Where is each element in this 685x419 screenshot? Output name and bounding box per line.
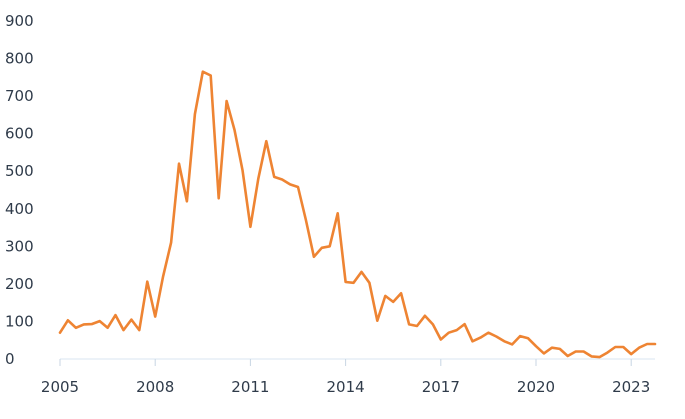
y-tick-label: 200 <box>5 275 34 293</box>
y-tick-label: 900 <box>5 12 34 30</box>
y-tick-label: 600 <box>5 125 34 143</box>
x-tick-label: 2020 <box>517 378 555 396</box>
y-axis: 0 100 200 300 400 500 600 700 800 900 <box>5 12 34 368</box>
y-tick-label: 800 <box>5 50 34 68</box>
y-tick-label: 300 <box>5 237 34 255</box>
y-tick-label: 500 <box>5 162 34 180</box>
x-tick-label: 2008 <box>136 378 174 396</box>
x-axis: 2005 2008 2011 2014 2017 2020 2023 <box>41 358 655 396</box>
plot-area <box>58 70 657 359</box>
y-tick-label: 700 <box>5 87 34 105</box>
x-tick-label: 2023 <box>612 378 650 396</box>
y-tick-label: 0 <box>5 350 15 368</box>
x-tick-label: 2005 <box>41 378 79 396</box>
y-tick-label: 100 <box>5 312 34 330</box>
x-tick-label: 2014 <box>327 378 365 396</box>
y-tick-label: 400 <box>5 200 34 218</box>
x-tick-label: 2011 <box>231 378 269 396</box>
series-line-1 <box>58 70 657 359</box>
x-tick-label: 2017 <box>422 378 460 396</box>
